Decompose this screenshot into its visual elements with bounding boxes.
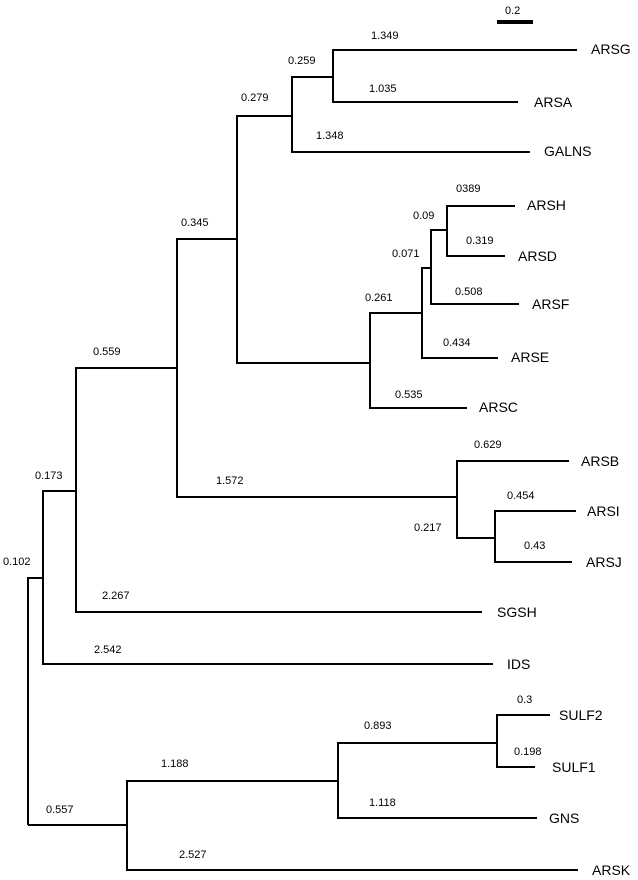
branch-0.893	[338, 741, 498, 744]
tip-branch-ids	[42, 663, 494, 665]
taxon-label-arsi: ARSI	[587, 502, 620, 519]
taxon-label-arsf: ARSF	[532, 295, 570, 312]
tip-branch-sulf2	[497, 714, 550, 716]
branch-length-label: 0.508	[455, 286, 483, 298]
branch-length-label: 0.217	[414, 522, 442, 534]
branch-0.173	[42, 489, 76, 492]
tip-branch-arsd	[446, 255, 505, 257]
branch-length-label: 2.527	[179, 849, 207, 861]
branch-length-label: 0.261	[365, 292, 393, 304]
node-arsi-arsj	[494, 510, 496, 564]
branch-length-label: 0.535	[395, 389, 423, 401]
branch-length-label: 0.629	[474, 439, 502, 451]
taxon-label-arsb: ARSB	[581, 452, 620, 469]
tip-branch-galns	[291, 150, 530, 153]
branch-length-label: 0.893	[364, 720, 392, 732]
tip-branch-arsk	[126, 869, 579, 871]
branch-length-label: 0.259	[288, 55, 316, 67]
branch-length-label: 1.348	[316, 130, 344, 142]
tip-branch-arsa	[333, 101, 519, 103]
branch-0.753	[237, 361, 370, 364]
node-arsb-arsij	[455, 460, 458, 540]
node-clade-ids	[41, 489, 44, 665]
branch-length-label: 1.188	[161, 758, 189, 770]
branch-length-label: 2.542	[94, 644, 122, 656]
branch-length-label: 0.198	[514, 746, 542, 758]
branch-length-label: 0.102	[3, 556, 31, 568]
taxon-label-arsc: ARSC	[479, 399, 518, 416]
node-top-clade	[236, 115, 239, 364]
node-root	[27, 577, 30, 826]
taxon-label-sulf1: SULF1	[552, 758, 596, 775]
branch-length-label: 0.319	[466, 235, 494, 247]
branch-0.345	[176, 238, 238, 241]
taxon-label-arsg: ARSG	[591, 41, 631, 57]
node-arshd-arsf	[430, 229, 432, 306]
tip-branch-arsb	[456, 460, 570, 462]
taxon-label-arsk: ARSK	[592, 861, 631, 878]
node-arsga-galns	[290, 75, 293, 153]
tip-branch-arsg	[333, 48, 577, 51]
tip-branch-arsh	[446, 204, 515, 207]
branch-0.09	[431, 229, 447, 231]
node-arshdfe-arsc	[369, 312, 371, 409]
scale-bar-line	[497, 20, 533, 24]
branch-length-label: 0.454	[507, 490, 535, 502]
node-sulf2-sulf1	[496, 714, 499, 769]
branch-length-label: 1.349	[371, 30, 399, 42]
tip-branch-arsf	[431, 303, 520, 306]
node-upper-sgsh	[75, 367, 77, 613]
node-arshdf-arse	[420, 267, 423, 359]
branch-0.559	[76, 367, 177, 369]
scale-bar-label: 0.2	[505, 5, 521, 17]
taxon-label-arsh: ARSH	[527, 197, 566, 214]
branch-length-label: 1.572	[216, 475, 244, 487]
branch-length-label: 0.3	[517, 694, 533, 706]
branch-0.557	[28, 823, 127, 826]
branch-length-label: 0.173	[35, 470, 63, 482]
branch-length-label: 1.118	[369, 797, 396, 809]
taxon-label-arsa: ARSA	[534, 93, 573, 110]
node-sulf-gns	[337, 741, 340, 820]
branch-0.259	[291, 75, 334, 78]
taxon-label-arsj: ARSJ	[586, 553, 622, 570]
branch-0.217	[456, 537, 495, 540]
branch-0.102	[28, 577, 43, 580]
node-mid-spine	[175, 238, 178, 498]
branch-length-label: 0.345	[181, 217, 209, 229]
branch-length-label: 0.434	[443, 337, 471, 349]
branch-length-label: 0389	[456, 183, 481, 195]
tip-branch-gns	[338, 817, 537, 820]
taxon-label-arsd: ARSD	[518, 247, 557, 264]
branch-1.188	[126, 779, 339, 782]
branch-0.261	[370, 312, 422, 315]
branch-0.279	[237, 115, 292, 117]
branch-1.572	[176, 495, 457, 498]
node-arsh-arsd	[445, 204, 448, 257]
branch-length-label: 0.43	[524, 540, 546, 552]
branch-0.071	[421, 267, 431, 270]
tip-branch-sulf1	[497, 766, 535, 769]
branch-length-label: 1.035	[369, 83, 397, 95]
taxon-label-arse: ARSE	[511, 349, 550, 366]
branch-length-label: 2.267	[102, 590, 130, 602]
tip-branch-arsc	[370, 406, 467, 409]
branch-length-label: 0.071	[392, 248, 420, 260]
tip-branch-arsj	[495, 561, 572, 564]
branch-length-label: 0.279	[241, 92, 269, 104]
taxon-label-ids: IDS	[507, 655, 531, 672]
branch-length-label: 0.559	[93, 346, 121, 358]
tip-branch-arsi	[495, 510, 576, 512]
taxon-label-sulf2: SULF2	[559, 706, 603, 723]
branch-length-label: 0.09	[413, 210, 435, 222]
taxon-label-galns: GALNS	[544, 143, 592, 160]
tip-branch-arse	[421, 356, 499, 359]
taxon-label-sgsh: SGSH	[497, 603, 537, 620]
taxon-label-gns: GNS	[549, 809, 580, 826]
tip-branch-sgsh	[76, 611, 482, 613]
node-sulf-gns-arsk	[125, 779, 128, 871]
branch-length-label: 0.557	[46, 804, 74, 816]
node-arsg-arsa	[332, 48, 335, 103]
